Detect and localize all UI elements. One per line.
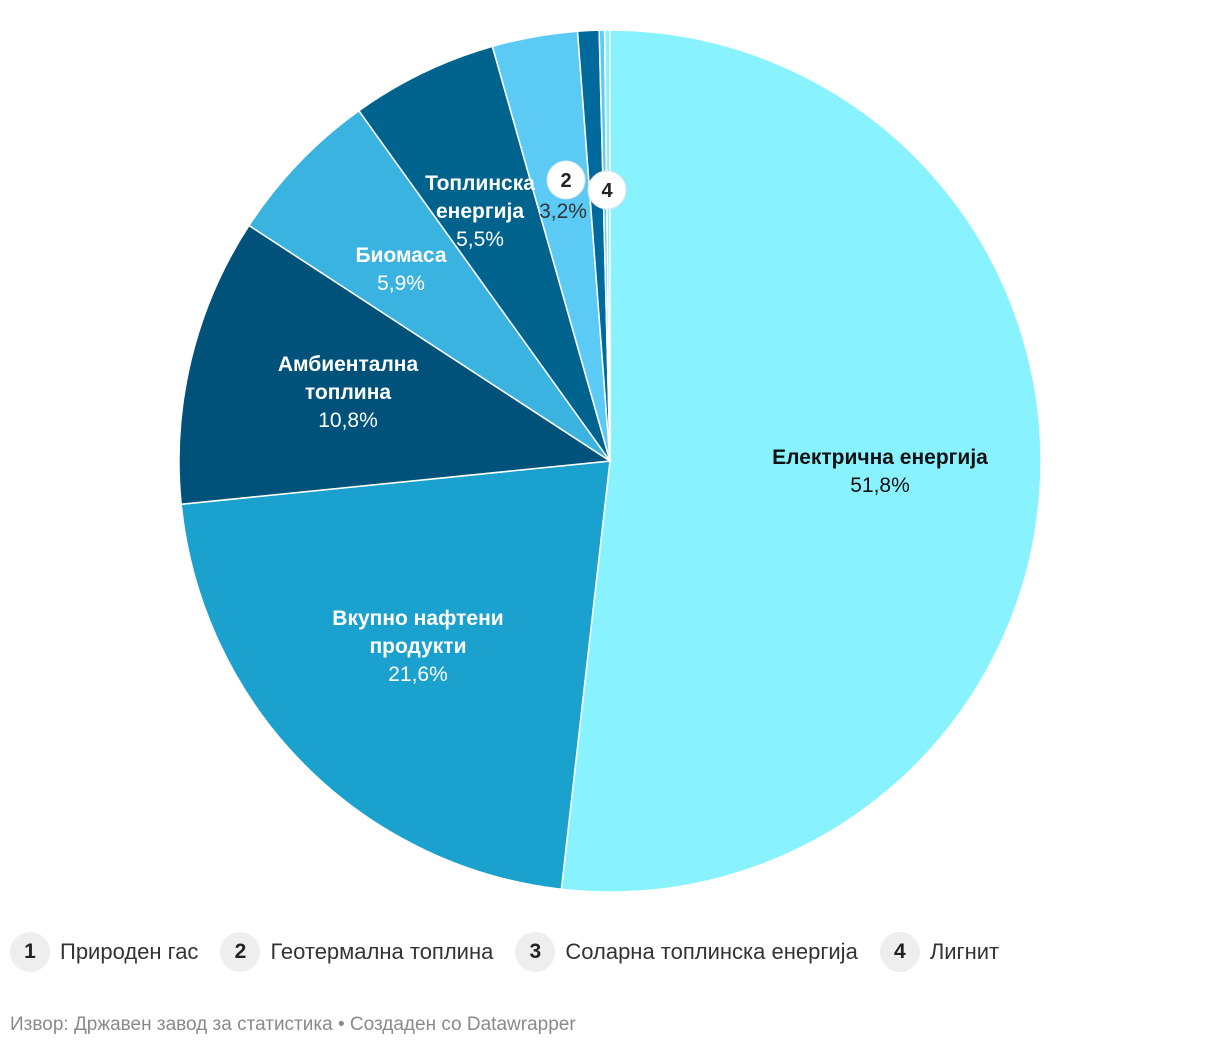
legend-label-lignite: Лигнит	[929, 939, 1000, 964]
slice-label-4-line-1: енергија	[436, 200, 524, 223]
slice-label-2-line-0: Амбиентална	[278, 353, 419, 376]
legend-badge-2: 2	[220, 932, 261, 972]
slice-value-3: 5,9%	[377, 272, 425, 295]
slice-label-3-line-0: Биомаса	[355, 244, 446, 267]
legend-label-solar-heat: Соларна топлинска енергија	[565, 939, 858, 964]
slice-value-1: 21,6%	[388, 663, 448, 686]
legend-label-natural-gas: Природен гас	[60, 939, 199, 964]
slice-label-1-line-1: продукти	[369, 635, 466, 658]
legend-item-geothermal: 2 Геотермална топлина	[220, 932, 493, 972]
slice-value-0: 51,8%	[850, 474, 910, 497]
legend-badge-3: 3	[515, 932, 556, 972]
slice-badge-number-2: 2	[560, 170, 571, 192]
slice-badge-2	[546, 160, 586, 200]
footer-separator: •	[337, 1014, 345, 1035]
pie-chart: Електрична енергија 51,8% Вкупно нафтени пр…	[178, 29, 1042, 893]
slice-badge-number-4: 4	[601, 180, 613, 202]
legend-item-solar-heat: 3 Соларна топлинска енергија	[515, 932, 858, 972]
slice-label-4-line-0: Топлинска	[425, 172, 535, 195]
footer: Извор: Државен завод за статистика • Соз…	[10, 1014, 576, 1036]
legend-badge-1: 1	[10, 932, 50, 972]
pie-slice-4	[357, 45, 611, 462]
pie-slice-0	[560, 29, 1042, 893]
slice-value-4: 5,5%	[456, 228, 504, 251]
slice-badge-4	[587, 170, 627, 210]
legend-label-geothermal: Геотермална топлина	[270, 939, 494, 964]
pie-slice-1	[180, 460, 611, 891]
footer-source: Извор: Државен завод за статистика	[10, 1014, 333, 1035]
legend: 1 Природен гас 2 Геотермална топлина 3 С…	[10, 932, 999, 972]
legend-item-lignite: 4 Лигнит	[879, 932, 1000, 972]
slice-value-2: 10,8%	[318, 409, 378, 432]
slice-label-2-line-1: топлина	[305, 381, 391, 404]
slice-label-0-line-0: Електрична енергија	[772, 446, 988, 469]
slice-value-5: 3,2%	[539, 200, 587, 223]
pie-slice-3	[247, 109, 611, 462]
legend-badge-4: 4	[879, 932, 920, 972]
pie-slice-2	[178, 224, 613, 506]
legend-item-natural-gas: 1 Природен гас	[10, 932, 198, 972]
footer-credit: Создаден со Datawrapper	[349, 1014, 576, 1035]
pie-slice-8	[603, 29, 611, 462]
slice-label-1-line-0: Вкупно нафтени	[332, 607, 503, 630]
